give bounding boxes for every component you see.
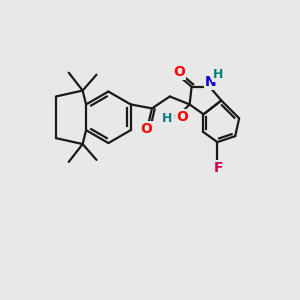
Text: ·: · [172,110,177,125]
Text: F: F [214,161,223,175]
Text: O: O [176,110,188,124]
Text: H: H [162,112,172,125]
Text: O: O [140,122,152,136]
Text: H: H [213,68,224,81]
Text: O: O [173,65,185,79]
Text: N: N [205,75,216,88]
